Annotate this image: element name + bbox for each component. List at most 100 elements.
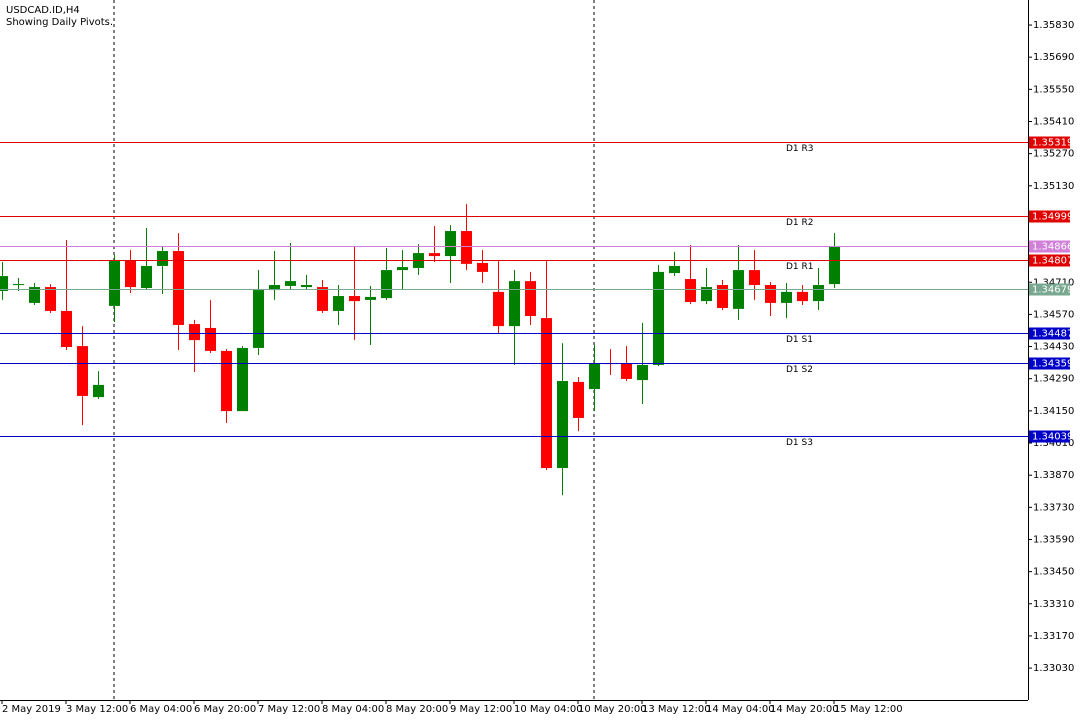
price-label-box <box>1029 210 1070 223</box>
candle-body <box>781 291 792 303</box>
candle-body <box>381 270 392 299</box>
x-tick-label: 8 May 20:00 <box>386 704 448 715</box>
candle-body <box>749 270 760 286</box>
price-label: 1.34999 <box>1032 212 1073 223</box>
candle-body <box>509 281 520 327</box>
y-tick-label: 1.34150 <box>1033 406 1074 417</box>
candle-body <box>573 381 584 418</box>
price-label: 1.34359 <box>1032 359 1073 370</box>
candle-body <box>301 285 312 288</box>
price-label: 1.34039 <box>1032 432 1073 443</box>
pivot-label: D1 S1 <box>786 335 813 345</box>
candle-body <box>717 285 728 308</box>
candle-body <box>349 296 360 302</box>
candle-body <box>541 318 552 469</box>
y-tick-label: 1.34010 <box>1033 438 1074 449</box>
candle-body <box>61 310 72 348</box>
y-tick-label: 1.35410 <box>1033 116 1074 127</box>
y-tick-label: 1.33450 <box>1033 567 1074 578</box>
candle-body <box>493 291 504 327</box>
candle-body <box>333 296 344 311</box>
pivot-label: D1 R3 <box>786 144 814 154</box>
candle-body <box>429 253 440 257</box>
y-tick-label: 1.33730 <box>1033 502 1074 513</box>
y-tick-label: 1.35690 <box>1033 52 1074 63</box>
x-tick-label: 10 May 20:00 <box>578 704 647 715</box>
price-label-box <box>1029 283 1070 296</box>
candle-body <box>173 251 184 325</box>
pivot-label: D1 R2 <box>786 218 814 228</box>
y-tick-label: 1.34570 <box>1033 309 1074 320</box>
candle-body <box>653 271 664 365</box>
y-tick-label: 1.33170 <box>1033 631 1074 642</box>
x-tick-label: 6 May 20:00 <box>194 704 256 715</box>
candle-body <box>141 265 152 288</box>
x-tick-label: 9 May 12:00 <box>450 704 512 715</box>
candle-body <box>125 259 136 288</box>
candle-body <box>13 284 24 286</box>
y-tick-label: 1.33870 <box>1033 470 1074 481</box>
price-label-box <box>1029 327 1070 340</box>
price-label: 1.35319 <box>1032 138 1073 149</box>
y-tick-label: 1.34430 <box>1033 342 1074 353</box>
candle-body <box>621 363 632 379</box>
y-tick-label: 1.33590 <box>1033 534 1074 545</box>
candle-body <box>29 287 40 303</box>
x-tick-label: 3 May 12:00 <box>66 704 128 715</box>
y-tick-label: 1.34290 <box>1033 374 1074 385</box>
y-tick-label: 1.33030 <box>1033 663 1074 674</box>
candle-body <box>205 327 216 351</box>
x-tick-label: 13 May 12:00 <box>642 704 711 715</box>
candle-body <box>269 285 280 291</box>
price-label-box <box>1029 357 1070 370</box>
price-label: 1.34487 <box>1032 329 1073 340</box>
candle-body <box>77 346 88 396</box>
x-tick-label: 15 May 12:00 <box>834 704 903 715</box>
candle-body <box>285 281 296 286</box>
candle-body <box>589 363 600 390</box>
candle-body <box>525 281 536 317</box>
candle-body <box>557 381 568 469</box>
price-label-box <box>1029 240 1070 253</box>
x-tick-label: 7 May 12:00 <box>258 704 320 715</box>
x-tick-label: 14 May 20:00 <box>770 704 839 715</box>
candle-body <box>109 259 120 306</box>
price-label-box <box>1029 430 1070 443</box>
candle-body <box>669 265 680 274</box>
candle-body <box>237 347 248 412</box>
candle-body <box>813 285 824 302</box>
pivot-label: D1 S3 <box>786 438 813 448</box>
y-tick-label: 1.34710 <box>1033 277 1074 288</box>
price-label-box <box>1029 136 1070 149</box>
chart-subtitle: Showing Daily Pivots. <box>6 17 113 28</box>
price-label: 1.34679 <box>1032 285 1073 296</box>
candle-body <box>253 290 264 348</box>
candle-body <box>701 287 712 302</box>
candle-body <box>157 251 168 266</box>
y-tick-label: 1.33310 <box>1033 599 1074 610</box>
x-tick-label: 14 May 04:00 <box>706 704 775 715</box>
pivot-label: D1 S2 <box>786 365 813 375</box>
y-tick-label: 1.35830 <box>1033 20 1074 31</box>
x-tick-label: 8 May 04:00 <box>322 704 384 715</box>
x-tick-label: 10 May 04:00 <box>514 704 583 715</box>
y-tick-label: 1.35270 <box>1033 149 1074 160</box>
candle-body <box>445 231 456 257</box>
candle-body <box>637 364 648 381</box>
candle-body <box>93 384 104 398</box>
candle-body <box>0 276 8 291</box>
x-tick-label: 6 May 04:00 <box>130 704 192 715</box>
pivot-label: D1 R1 <box>786 262 814 272</box>
candle-body <box>365 296 376 300</box>
y-tick-label: 1.35550 <box>1033 84 1074 95</box>
candle-body <box>477 262 488 272</box>
candle-body <box>797 291 808 302</box>
candle-body <box>397 267 408 271</box>
candle-body <box>765 285 776 303</box>
x-tick-label: 2 May 2019 <box>2 704 61 715</box>
price-label-box <box>1029 254 1070 267</box>
candle-body <box>221 350 232 412</box>
